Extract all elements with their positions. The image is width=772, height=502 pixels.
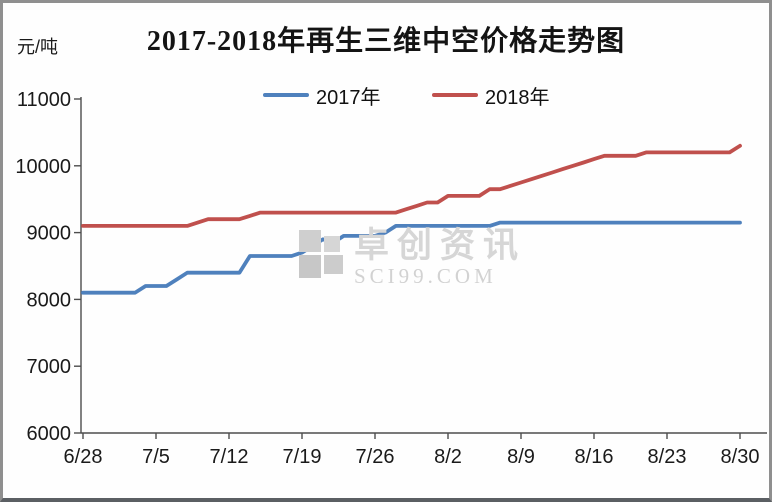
chart-title: 2017-2018年再生三维中空价格走势图 bbox=[146, 26, 626, 57]
series-line-2018年 bbox=[81, 143, 742, 228]
x-tick-label-6/28: 6/28 bbox=[64, 446, 103, 468]
x-tick-label-8/23: 8/23 bbox=[648, 446, 687, 468]
legend-label-2017: 2017年 bbox=[316, 86, 381, 109]
legend-line-2018-icon bbox=[432, 93, 478, 97]
legend: 2017年 2018年 bbox=[3, 84, 769, 109]
y-tick-label-10000: 10000 bbox=[15, 156, 71, 178]
series-line-2017年 bbox=[81, 220, 742, 295]
x-tick-label-7/5: 7/5 bbox=[142, 446, 170, 468]
y-axis-unit-label: 元/吨 bbox=[17, 37, 59, 57]
legend-item-2017: 2017年 bbox=[263, 84, 381, 109]
y-tick-label-11000: 11000 bbox=[17, 89, 71, 111]
x-tick-label-8/2: 8/2 bbox=[434, 446, 462, 468]
x-tick-label-7/26: 7/26 bbox=[356, 446, 395, 468]
x-tick-label-7/19: 7/19 bbox=[283, 446, 322, 468]
legend-label-2018: 2018年 bbox=[485, 86, 550, 109]
x-tick-label-8/9: 8/9 bbox=[507, 446, 535, 468]
x-tick-label-8/16: 8/16 bbox=[575, 446, 614, 468]
x-tick-label-7/12: 7/12 bbox=[210, 446, 249, 468]
y-tick-label-9000: 9000 bbox=[27, 223, 72, 245]
legend-line-2017-icon bbox=[263, 93, 309, 97]
y-tick-label-6000: 6000 bbox=[27, 423, 72, 445]
plot-area: 6000 7000 8000 9000 10000 11000 6/28 7/5 7/12 7/1… bbox=[15, 89, 767, 468]
legend-item-2018: 2018年 bbox=[432, 84, 550, 109]
x-tick-label-8/30: 8/30 bbox=[721, 446, 760, 468]
y-tick-label-7000: 7000 bbox=[27, 356, 72, 378]
y-tick-label-8000: 8000 bbox=[27, 289, 72, 311]
